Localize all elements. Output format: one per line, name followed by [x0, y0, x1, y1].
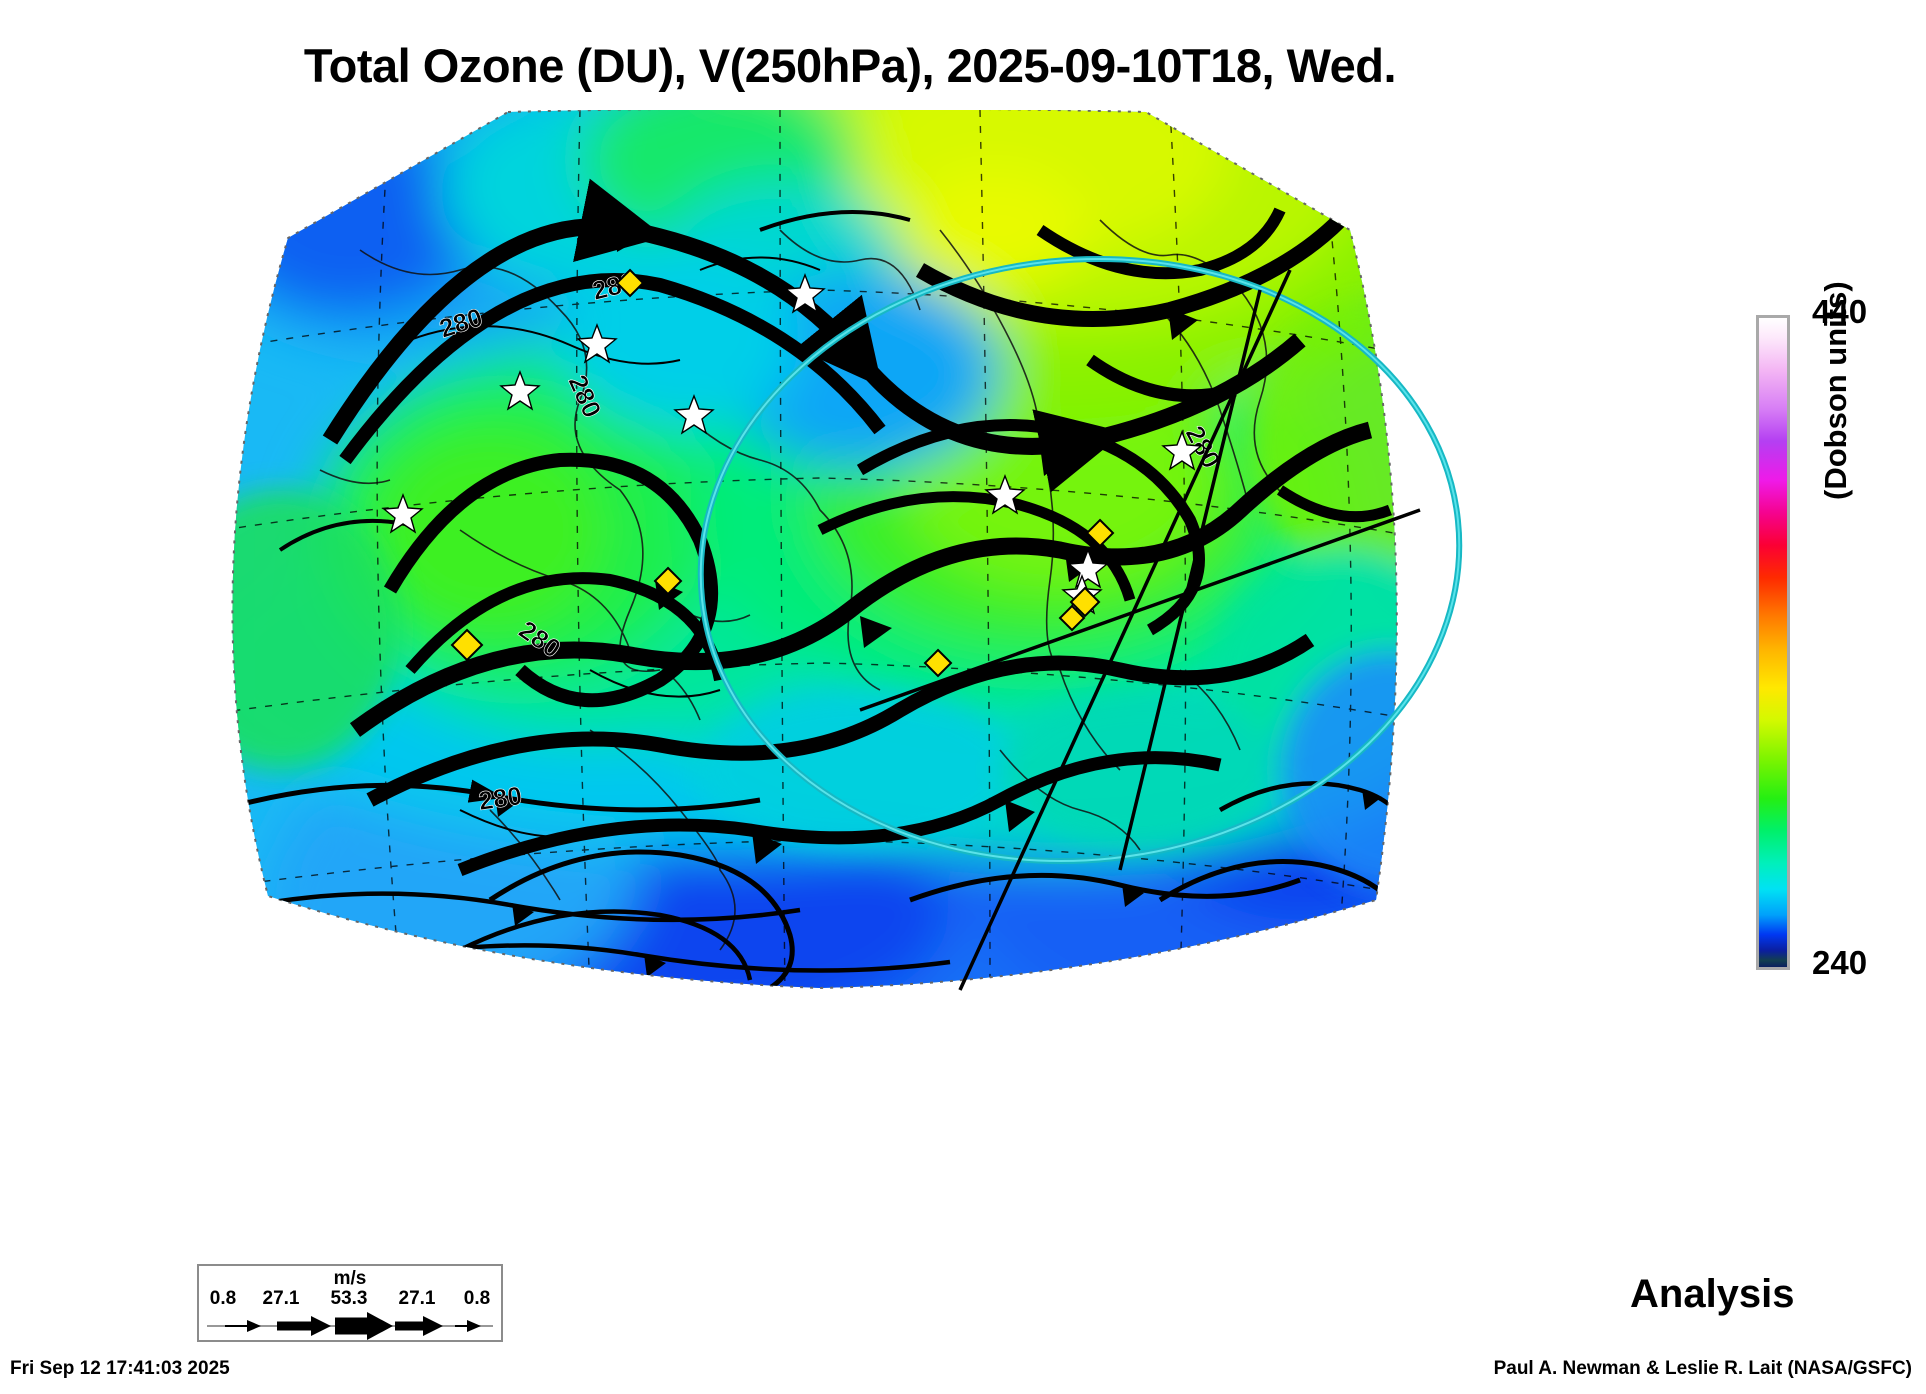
contour-label: 280 [477, 780, 524, 816]
station-star-icon [1161, 430, 1203, 471]
station-diamond-icon [1069, 586, 1101, 618]
colorbar-max-label: 440 [1812, 293, 1868, 330]
swath-line-3 [958, 269, 1292, 991]
colorbar-units-label: (Dobson units) [1818, 281, 1853, 500]
station-diamond-icon [615, 268, 645, 298]
author-credit: Paul A. Newman & Leslie R. Lait (NASA/GS… [1493, 1358, 1912, 1379]
colorbar: 440 240 (Dobson units) [1756, 281, 1916, 981]
station-diamond-icon [1058, 604, 1086, 632]
wind-tick-label: 0.8 [209, 1288, 237, 1309]
station-star-icon [984, 474, 1026, 515]
wind-tick-label: 27.1 [262, 1288, 300, 1309]
colorbar-gradient [1756, 315, 1790, 970]
station-diamond-icon [1085, 518, 1115, 548]
station-star-icon [382, 493, 424, 534]
station-star-icon [784, 273, 826, 314]
generation-timestamp: Fri Sep 12 17:41:03 2025 [10, 1358, 230, 1379]
station-star-icon [673, 394, 715, 435]
wind-speed-legend: m/s 0.8 27.1 53.3 27.1 0.8 [197, 1264, 503, 1342]
wind-tick-label: 0.8 [463, 1288, 491, 1309]
wind-legend-units-label: m/s [333, 1268, 367, 1289]
orbit-track-overlay [697, 256, 1463, 864]
swath-line-layer [859, 269, 1421, 991]
orbit-track-circle-highlight [699, 258, 1461, 862]
station-diamond-icon [653, 566, 683, 596]
station-diamond-icon [923, 648, 953, 678]
ozone-map-panel[interactable]: 280 280 280 280 280 280 [160, 110, 1480, 1170]
ozone-contour-280 [409, 256, 821, 838]
wind-tick-label: 53.3 [330, 1288, 368, 1309]
station-star-icon [576, 323, 618, 364]
station-star-icon [499, 370, 541, 411]
ozone-map-svg[interactable]: 280 280 280 280 280 280 [160, 110, 1480, 1170]
page-title: Total Ozone (DU), V(250hPa), 2025-09-10T… [303, 39, 1397, 92]
analysis-label: Analysis [1630, 1272, 1795, 1316]
colorbar-min-label: 240 [1812, 944, 1868, 981]
wind-legend-arrows [207, 1312, 493, 1340]
station-star-icon [1067, 548, 1109, 589]
wind-tick-label: 27.1 [398, 1288, 436, 1309]
station-diamond-icon [450, 628, 484, 662]
station-marker-layer[interactable] [382, 268, 1203, 678]
station-diamond-group [450, 268, 1115, 678]
swath-line-2 [859, 508, 1421, 712]
